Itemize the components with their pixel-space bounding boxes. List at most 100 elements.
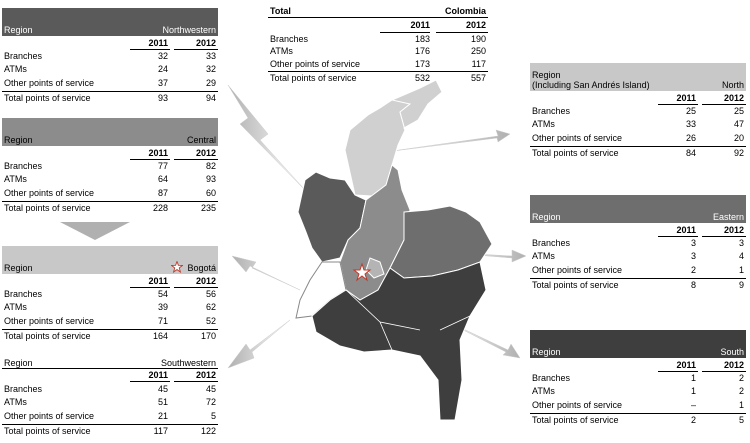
year-2011-header: 2011	[148, 148, 168, 158]
region-subtitle: (Including San Andrés Island)	[532, 80, 650, 90]
value-2012: 25	[733, 106, 744, 116]
region-label: Region	[532, 347, 561, 357]
value-2011: 25	[685, 106, 696, 116]
value-2012: 5	[210, 411, 216, 421]
year-2012-header: 2012	[195, 276, 216, 286]
arrow-to-northwestern	[227, 84, 306, 191]
table-central: Region Central 2011 2012 Branches 77 82 AT…	[2, 118, 218, 216]
row-label: Branches	[4, 51, 43, 61]
region-label: Region	[4, 25, 33, 35]
region-north-shape-2	[390, 79, 443, 131]
row-label: Other points of service	[532, 265, 623, 275]
value-2011: 87	[157, 188, 168, 198]
row-label: ATMs	[4, 174, 27, 184]
value-2011: 164	[152, 331, 168, 341]
region-label: Region	[532, 212, 561, 222]
value-2011: 1	[690, 373, 696, 383]
value-2011: –	[690, 400, 696, 410]
value-2012: 3	[738, 238, 744, 248]
arrow-to-north	[384, 129, 511, 153]
value-2011: 64	[157, 174, 168, 184]
table-southwestern: Region Southwestern 2011 2012 Branches 45…	[2, 354, 218, 440]
value-2012: 1	[738, 265, 744, 275]
row-label: Total points of service	[4, 93, 91, 103]
region-name: Colombia	[444, 6, 486, 16]
year-2012-header: 2012	[723, 225, 744, 235]
value-2012: 47	[733, 119, 744, 129]
value-2011: 21	[157, 411, 168, 421]
table-eastern: Region Eastern 2011 2012 Branches 3 3 ATMs…	[530, 195, 746, 293]
table-north: Region (Including San Andrés Island) Nor…	[530, 63, 746, 161]
region-label: Region	[4, 135, 33, 145]
value-2012: 5	[738, 415, 744, 425]
value-2011: 176	[414, 46, 430, 56]
region-label: Region	[4, 358, 33, 368]
value-2012: 4	[738, 251, 744, 261]
value-2012: 557	[470, 73, 486, 83]
value-2012: 93	[205, 174, 216, 184]
value-2011: 93	[157, 93, 168, 103]
table-total: Total Colombia 2011 2012 Branches 183 190 …	[268, 4, 488, 88]
value-2012: 92	[733, 148, 744, 158]
value-2012: 56	[205, 289, 216, 299]
row-label: Other points of service	[4, 316, 95, 326]
value-2012: 9	[738, 280, 744, 290]
value-2012: 235	[200, 203, 216, 213]
value-2012: 250	[470, 46, 486, 56]
region-name: Bogotá	[187, 263, 216, 273]
region-label: Region	[4, 263, 33, 273]
value-2012: 170	[200, 331, 216, 341]
row-label: Other points of service	[532, 133, 623, 143]
value-2011: 51	[157, 397, 168, 407]
region-name: South	[720, 347, 744, 357]
table-bogota: Region Bogotá 2011 2012 Branches 54 56 ATM…	[2, 246, 218, 344]
row-label: ATMs	[4, 302, 27, 312]
year-2012-header: 2012	[195, 370, 216, 380]
row-label: Other points of service	[4, 411, 95, 421]
value-2012: 117	[471, 59, 486, 69]
year-2012-header: 2012	[195, 38, 216, 48]
value-2012: 72	[205, 397, 216, 407]
year-2012-header: 2012	[465, 20, 486, 30]
value-2011: 71	[157, 316, 168, 326]
table-title: Total	[270, 6, 291, 16]
row-label: Other points of service	[270, 59, 361, 69]
value-2011: 24	[157, 64, 168, 74]
table-northwestern: Region Northwestern 2011 2012 Branches 32…	[2, 8, 218, 106]
row-label: Total points of service	[4, 426, 91, 436]
year-2011-header: 2011	[676, 360, 696, 370]
year-2011-header: 2011	[676, 93, 696, 103]
row-label: ATMs	[532, 119, 555, 129]
value-2012: 190	[470, 34, 486, 44]
year-2012-header: 2012	[723, 93, 744, 103]
value-2012: 52	[205, 316, 216, 326]
region-south-inner-borders	[345, 289, 471, 351]
value-2012: 60	[205, 188, 216, 198]
value-2011: 26	[685, 133, 696, 143]
row-label: Total points of service	[270, 73, 357, 83]
value-2011: 32	[157, 51, 168, 61]
value-2011: 39	[157, 302, 168, 312]
row-label: ATMs	[532, 386, 555, 396]
row-label: Branches	[532, 106, 571, 116]
region-bogota-shape	[365, 257, 385, 279]
value-2011: 117	[153, 426, 168, 436]
value-2012: 94	[205, 93, 216, 103]
value-2012: 33	[205, 51, 216, 61]
region-name: Northwestern	[162, 25, 216, 35]
arrow-central-to-bogota	[60, 222, 130, 240]
value-2011: 45	[157, 384, 168, 394]
row-label: Other points of service	[4, 188, 95, 198]
value-2011: 8	[690, 280, 696, 290]
row-label: Branches	[4, 161, 43, 171]
value-2011: 2	[690, 415, 696, 425]
value-2012: 2	[738, 373, 744, 383]
row-label: Branches	[532, 373, 571, 383]
row-label: Branches	[532, 238, 571, 248]
value-2012: 45	[205, 384, 216, 394]
arrow-to-bogota	[231, 255, 301, 291]
value-2012: 2	[738, 386, 744, 396]
value-2011: 3	[690, 238, 696, 248]
region-name: Southwestern	[160, 358, 216, 368]
